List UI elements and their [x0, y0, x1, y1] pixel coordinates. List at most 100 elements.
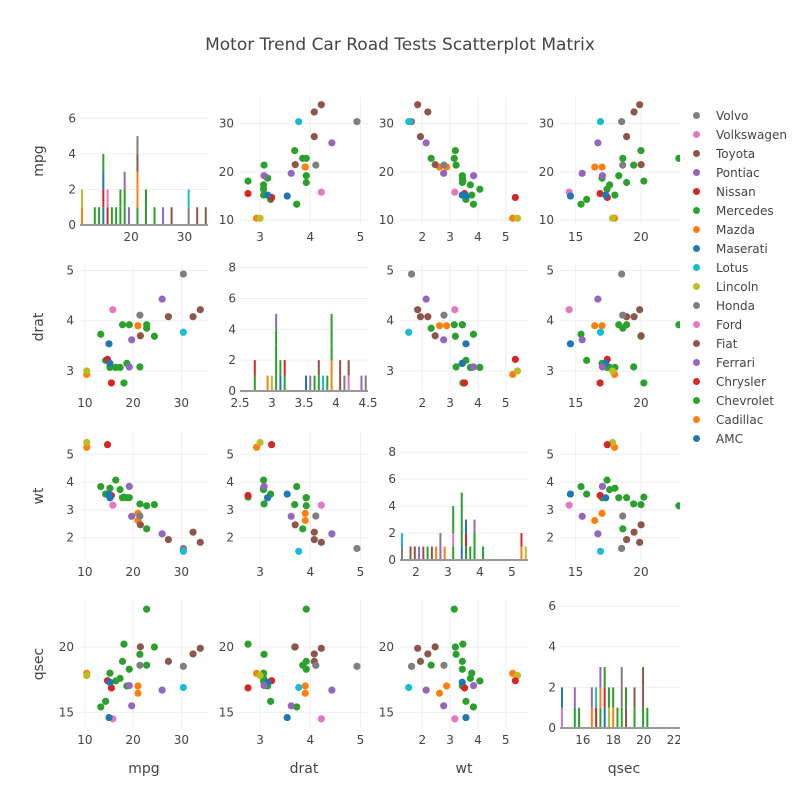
data-point[interactable] [598, 509, 606, 517]
data-point[interactable] [189, 528, 197, 536]
data-point[interactable] [287, 702, 295, 710]
data-point[interactable] [97, 482, 105, 491]
legend-item-chrysler[interactable]: Chrysler [688, 372, 798, 391]
data-point[interactable] [301, 509, 309, 517]
data-point[interactable] [458, 665, 466, 673]
data-point[interactable] [615, 321, 623, 329]
data-point[interactable] [128, 512, 136, 520]
data-point[interactable] [636, 306, 644, 314]
data-point[interactable] [414, 306, 422, 314]
data-point[interactable] [291, 161, 299, 169]
data-point[interactable] [435, 689, 444, 697]
legend-item-nissan[interactable]: Nissan [688, 182, 798, 201]
data-point[interactable] [596, 491, 604, 500]
data-point[interactable] [302, 172, 310, 180]
data-point[interactable] [615, 172, 623, 180]
data-point[interactable] [594, 295, 602, 303]
data-point[interactable] [440, 161, 448, 169]
data-point[interactable] [407, 662, 416, 670]
data-point[interactable] [106, 359, 114, 367]
data-point[interactable] [452, 650, 460, 658]
data-point[interactable] [424, 108, 432, 116]
data-point[interactable] [451, 715, 459, 723]
data-point[interactable] [470, 172, 478, 180]
data-point[interactable] [287, 512, 295, 520]
data-point[interactable] [317, 188, 325, 196]
data-point[interactable] [459, 640, 467, 648]
legend-item-volvo[interactable]: Volvo [688, 106, 798, 125]
data-point[interactable] [405, 118, 413, 126]
data-point[interactable] [310, 133, 318, 141]
data-point[interactable] [405, 328, 413, 336]
data-point[interactable] [328, 139, 336, 147]
data-point[interactable] [431, 643, 439, 651]
data-point[interactable] [328, 686, 336, 694]
data-point[interactable] [583, 490, 591, 498]
data-point[interactable] [462, 192, 470, 200]
data-point[interactable] [469, 703, 478, 711]
data-point[interactable] [566, 192, 575, 200]
legend-item-pontiac[interactable]: Pontiac [688, 163, 798, 182]
data-point[interactable] [136, 363, 144, 371]
data-point[interactable] [125, 494, 133, 502]
data-point[interactable] [283, 490, 291, 498]
data-point[interactable] [630, 500, 638, 508]
data-point[interactable] [422, 686, 430, 694]
data-point[interactable] [675, 502, 680, 510]
data-point[interactable] [256, 671, 264, 680]
data-point[interactable] [416, 313, 425, 321]
data-point[interactable] [414, 644, 422, 652]
data-point[interactable] [260, 500, 268, 508]
data-point[interactable] [630, 108, 638, 116]
data-point[interactable] [424, 313, 432, 321]
data-point[interactable] [469, 330, 478, 338]
data-point[interactable] [511, 677, 519, 685]
data-point[interactable] [598, 363, 607, 371]
data-point[interactable] [577, 482, 585, 491]
data-point[interactable] [106, 669, 114, 677]
data-point[interactable] [637, 147, 645, 155]
data-point[interactable] [630, 161, 638, 169]
data-point[interactable] [301, 163, 309, 171]
data-point[interactable] [407, 270, 416, 278]
data-point[interactable] [416, 657, 425, 665]
data-point[interactable] [143, 321, 151, 329]
data-point[interactable] [422, 139, 430, 147]
data-point[interactable] [470, 681, 478, 690]
data-point[interactable] [565, 306, 573, 314]
data-point[interactable] [602, 494, 610, 502]
data-point[interactable] [136, 650, 144, 658]
data-point[interactable] [637, 521, 645, 529]
data-point[interactable] [143, 661, 151, 669]
legend-item-honda[interactable]: Honda [688, 296, 798, 315]
data-point[interactable] [566, 490, 575, 498]
legend-item-volkswagen[interactable]: Volkswagen [688, 125, 798, 144]
data-point[interactable] [301, 682, 309, 690]
data-point[interactable] [598, 163, 606, 171]
data-point[interactable] [606, 181, 614, 189]
data-point[interactable] [468, 669, 476, 677]
data-point[interactable] [619, 525, 627, 533]
data-point[interactable] [179, 547, 187, 555]
data-point[interactable] [640, 177, 648, 185]
data-point[interactable] [630, 363, 638, 371]
data-point[interactable] [109, 501, 117, 509]
data-point[interactable] [97, 703, 105, 711]
data-point[interactable] [603, 476, 611, 484]
data-point[interactable] [594, 139, 602, 147]
data-point[interactable] [293, 482, 301, 491]
data-point[interactable] [189, 313, 197, 321]
legend-item-ford[interactable]: Ford [688, 315, 798, 334]
data-point[interactable] [591, 322, 599, 330]
data-point[interactable] [116, 674, 124, 682]
data-point[interactable] [118, 494, 127, 502]
data-point[interactable] [260, 172, 268, 180]
legend-item-maserati[interactable]: Maserati [688, 239, 798, 258]
data-point[interactable] [302, 665, 310, 673]
data-point[interactable] [302, 178, 310, 187]
data-point[interactable] [460, 379, 469, 387]
data-point[interactable] [619, 161, 627, 169]
data-point[interactable] [452, 161, 460, 169]
data-point[interactable] [458, 657, 466, 665]
data-point[interactable] [97, 330, 105, 338]
